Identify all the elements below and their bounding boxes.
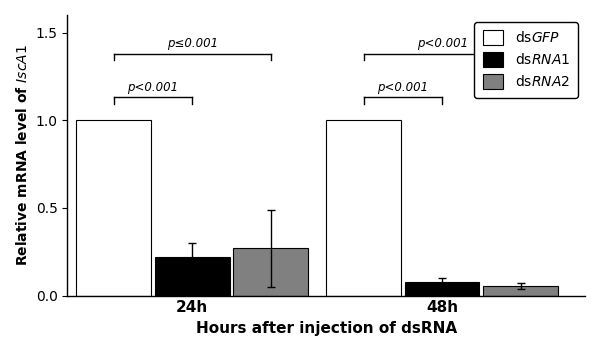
- Text: p<0.001: p<0.001: [377, 81, 428, 94]
- Text: p≤0.001: p≤0.001: [167, 37, 218, 50]
- X-axis label: Hours after injection of dsRNA: Hours after injection of dsRNA: [196, 321, 457, 336]
- Bar: [155, 257, 230, 296]
- Bar: [76, 120, 151, 296]
- Bar: [233, 248, 308, 296]
- Text: p<0.001: p<0.001: [416, 37, 468, 50]
- Bar: [405, 282, 479, 296]
- Legend: ds$\mathit{GFP}$, ds$\mathit{RNA1}$, ds$\mathit{RNA2}$: ds$\mathit{GFP}$, ds$\mathit{RNA1}$, ds$…: [474, 22, 578, 98]
- Bar: [484, 286, 558, 296]
- Bar: [326, 120, 401, 296]
- Text: p<0.001: p<0.001: [127, 81, 179, 94]
- Y-axis label: Relative mRNA level of $\mathit{IscA1}$: Relative mRNA level of $\mathit{IscA1}$: [15, 44, 30, 266]
